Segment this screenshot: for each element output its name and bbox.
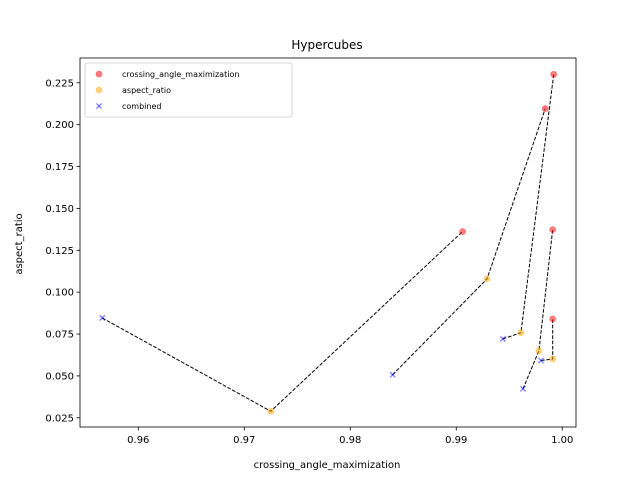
legend-box [84,62,293,118]
legend-label: combined [122,102,161,111]
marker-stroke [499,335,506,342]
marker-stroke [519,385,527,392]
data-point-crossing_angle_maximization [550,70,558,78]
y-tick-label: 0.125 [45,246,74,257]
data-point-crossing_angle_maximization [95,70,103,78]
connection-line [502,74,555,340]
marker-stroke [537,357,545,364]
data-point-aspect_ratio [95,86,103,94]
marker-stroke [95,102,103,110]
data-point-combined [95,102,103,110]
y-tick-label: 0.175 [45,162,74,173]
data-point-combined [389,371,396,378]
connection-line [522,229,554,390]
data-point-crossing_angle_maximization [549,226,556,233]
marker-stroke [389,371,396,378]
data-point-aspect_ratio [535,347,543,355]
y-tick-label: 0.200 [45,120,74,131]
plot-area: 0.96 0.97 0.98 0.99 1.00 0.025 0.050 0.075 0.100… [45,57,577,446]
data-point-combined [519,385,527,392]
data-point-crossing_angle_maximization [459,228,466,235]
y-tick-label: 0.100 [45,288,74,299]
data-point-crossing_angle_maximization [541,105,549,112]
x-tick-label: 1.00 [551,435,573,446]
y-axis-label: aspect_ratio [14,213,25,274]
x-tick-label: 0.97 [233,435,255,446]
data-point-combined [499,335,506,342]
y-tick-label: 0.075 [45,330,74,341]
marker-stroke [99,314,106,322]
connection-line [540,318,554,361]
y-tick-label: 0.225 [45,78,74,89]
data-point-crossing_angle_maximization [549,315,556,323]
x-axis-label: crossing_angle_maximization [254,460,401,471]
data-point-aspect_ratio [549,355,556,363]
legend-label: crossing_angle_maximization [122,70,239,79]
data-point-combined [99,314,106,322]
legend: crossing_angle_maximization aspect_ratioc… [84,62,293,118]
x-tick-label: 0.99 [445,435,467,446]
connection-line [102,231,463,412]
y-tick-label: 0.050 [45,371,74,382]
data-point-aspect_ratio [517,329,525,336]
plot-frame [79,57,577,428]
legend-label: aspect_ratio [122,86,171,95]
x-tick-label: 0.96 [127,435,149,446]
y-tick-label: 0.025 [45,413,74,424]
data-point-aspect_ratio [483,275,491,283]
chart-title: Hypercubes [291,38,362,52]
data-point-aspect_ratio [267,407,275,415]
y-tick-label: 0.150 [45,204,74,215]
x-tick-label: 0.98 [339,435,361,446]
data-point-combined [537,357,545,364]
